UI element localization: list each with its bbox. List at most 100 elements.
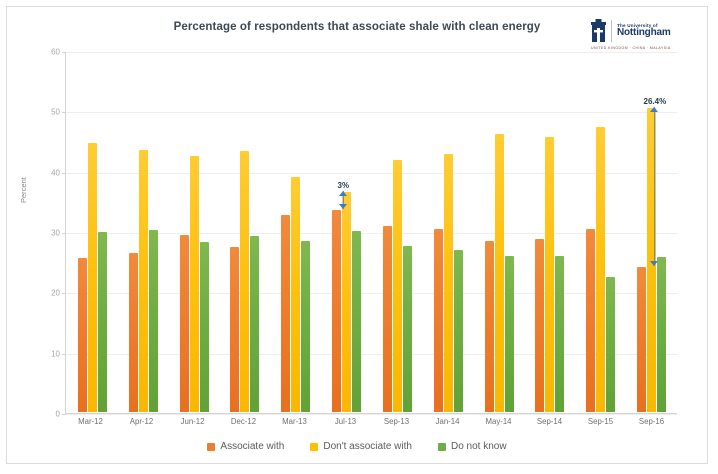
- bar-group: [423, 52, 474, 412]
- x-tick-label: Apr-12: [129, 417, 154, 426]
- bar[interactable]: [97, 231, 107, 412]
- plot-area: 0 10 20 30 40 50 60 3% 26.4%: [51, 48, 677, 419]
- logo-lockup: The University of Nottingham: [591, 19, 671, 43]
- bar[interactable]: [392, 159, 402, 412]
- bar-group: [626, 52, 677, 412]
- bar[interactable]: [87, 142, 97, 412]
- bar[interactable]: [433, 229, 443, 412]
- y-tick-label: 10: [51, 349, 60, 359]
- x-tick-label: Jan-14: [435, 417, 460, 426]
- y-tick-label: 0: [55, 409, 60, 419]
- bar[interactable]: [545, 136, 555, 412]
- legend-label: Do not know: [450, 441, 507, 452]
- bar[interactable]: [291, 176, 301, 412]
- bar[interactable]: [352, 231, 362, 412]
- y-tick-label: 60: [51, 47, 60, 57]
- x-tick-label: Mar-12: [78, 417, 103, 426]
- x-axis-labels: Mar-12 Apr-12 Jun-12 Dec-12 Mar-13 Jul-13 Sep-…: [65, 417, 677, 426]
- bar-group: [474, 52, 525, 412]
- bar[interactable]: [596, 126, 606, 412]
- bar[interactable]: [281, 215, 291, 412]
- y-axis-title: Percent: [19, 177, 28, 203]
- gridline: [66, 172, 677, 174]
- bar[interactable]: [148, 229, 158, 412]
- x-tick-label: Dec-12: [230, 417, 257, 426]
- legend-item[interactable]: Don't associate with: [310, 441, 412, 452]
- y-tick-mark: [62, 172, 66, 174]
- legend-item[interactable]: Associate with: [207, 441, 284, 452]
- chart-legend: Associate with Don't associate with Do not…: [7, 441, 707, 452]
- annotation-label: 3%: [337, 180, 350, 190]
- bar[interactable]: [250, 235, 260, 412]
- arrow-head-up-icon: [650, 106, 659, 112]
- x-tick-label: Sep-14: [536, 417, 563, 426]
- logo-divider: [611, 20, 612, 42]
- double-headed-arrow-icon: [338, 190, 348, 209]
- bar[interactable]: [382, 225, 392, 412]
- bar-group: [270, 52, 321, 412]
- bar[interactable]: [301, 241, 311, 412]
- gridline: [66, 112, 677, 114]
- bar[interactable]: [555, 256, 565, 412]
- x-tick-label: May-14: [485, 417, 512, 426]
- bar[interactable]: [606, 277, 616, 412]
- x-tick-label: Sep-16: [638, 417, 665, 426]
- arrow-head-down-icon: [338, 203, 347, 209]
- x-tick-label: Mar-13: [282, 417, 307, 426]
- gridline: [66, 52, 677, 53]
- bar[interactable]: [647, 107, 657, 412]
- bar[interactable]: [199, 242, 209, 412]
- x-tick-label: Sep-13: [383, 417, 410, 426]
- bar[interactable]: [453, 250, 463, 412]
- bar-group: [169, 52, 220, 412]
- bar-group: [524, 52, 575, 412]
- legend-swatch: [310, 442, 319, 451]
- difference-annotation: 26.4%: [643, 96, 667, 267]
- logo-campuses: UNITED KINGDOM · CHINA · MALAYSIA: [591, 46, 671, 50]
- bar-groups: [67, 52, 677, 412]
- chart-title: Percentage of respondents that associate…: [173, 21, 541, 33]
- bar-group: [118, 52, 169, 412]
- bar-group: [575, 52, 626, 412]
- logo-wordmark: The University of Nottingham: [617, 22, 671, 39]
- y-tick-label: 30: [51, 228, 60, 238]
- bar[interactable]: [77, 258, 87, 412]
- bar[interactable]: [586, 228, 596, 412]
- bar[interactable]: [484, 240, 494, 412]
- bar[interactable]: [535, 239, 545, 412]
- bar[interactable]: [443, 154, 453, 412]
- plot-region: 0 10 20 30 40 50 60 3% 26.4%: [51, 48, 677, 419]
- x-tick-label: Sep-15: [587, 417, 614, 426]
- y-tick-mark: [62, 293, 66, 295]
- gridline: [66, 293, 677, 295]
- chart-container: Percentage of respondents that associate…: [6, 6, 708, 464]
- bar[interactable]: [494, 134, 504, 412]
- bar[interactable]: [342, 191, 352, 412]
- x-tick-label: Jun-12: [180, 417, 205, 426]
- legend-item[interactable]: Do not know: [437, 441, 507, 452]
- bar[interactable]: [179, 234, 189, 412]
- bar-group: [219, 52, 270, 412]
- y-tick-mark: [62, 233, 66, 234]
- annotation-label: 26.4%: [643, 96, 667, 106]
- bar[interactable]: [138, 150, 148, 412]
- gridline: [66, 353, 677, 355]
- bar[interactable]: [504, 256, 514, 412]
- y-tick-mark: [62, 353, 66, 355]
- bar[interactable]: [240, 150, 250, 412]
- x-tick-label: Jul-13: [334, 417, 357, 426]
- y-tick-label: 20: [51, 288, 60, 298]
- bar[interactable]: [402, 246, 412, 412]
- bar[interactable]: [128, 252, 138, 412]
- bar[interactable]: [332, 209, 342, 412]
- y-tick-label: 50: [51, 107, 60, 117]
- bar[interactable]: [657, 256, 667, 412]
- bar[interactable]: [189, 156, 199, 412]
- legend-swatch: [207, 442, 216, 451]
- logo-line-the-university-of: The University of: [617, 22, 658, 28]
- bar[interactable]: [637, 267, 647, 412]
- legend-swatch: [437, 442, 446, 451]
- arrow-head-up-icon: [338, 190, 347, 196]
- gridline: [66, 233, 677, 234]
- bar[interactable]: [230, 247, 240, 412]
